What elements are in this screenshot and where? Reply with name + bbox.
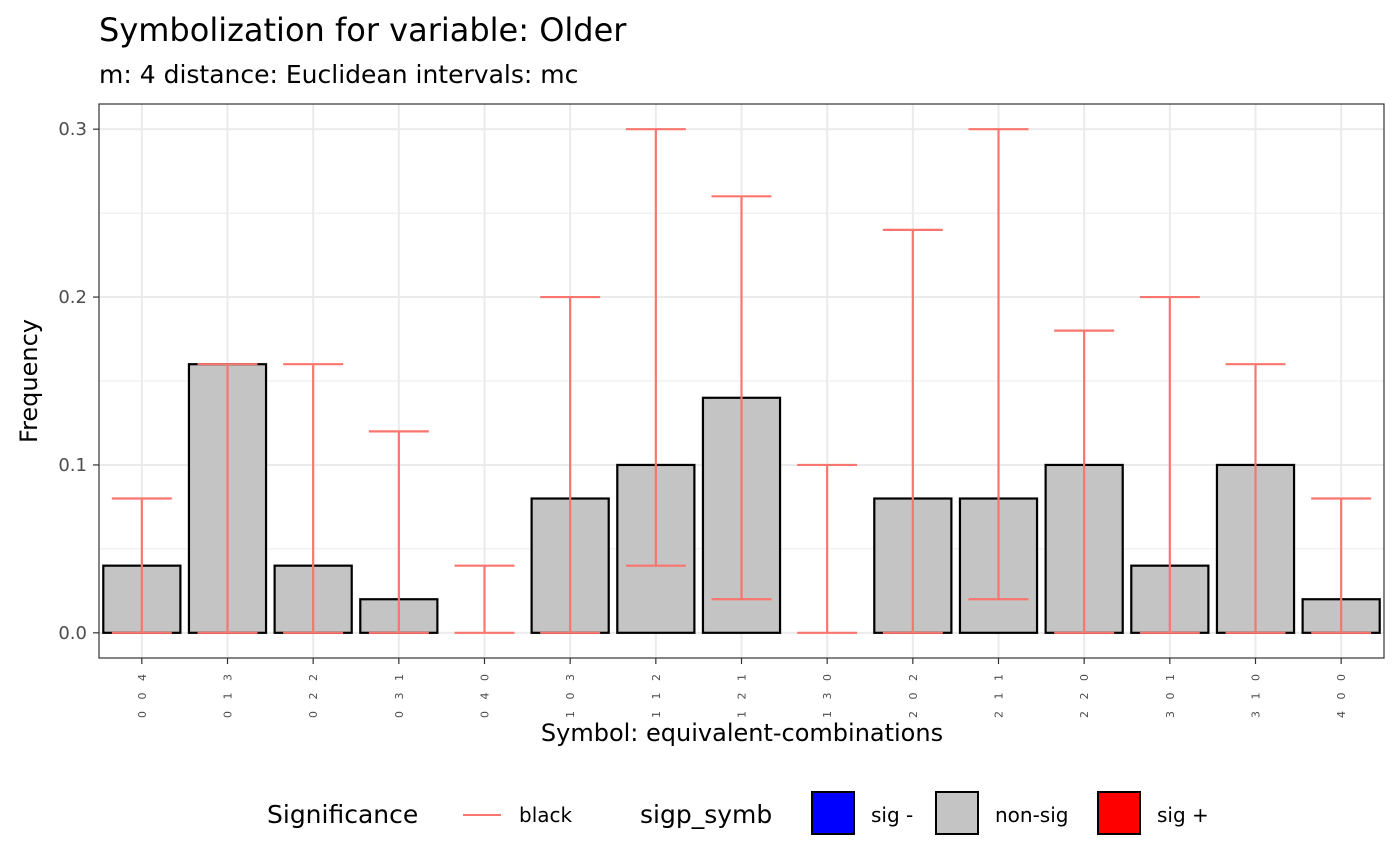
error-bar — [968, 128, 1029, 601]
legend-label-sig-minus: sig - — [871, 803, 913, 827]
legend-label-non-sig: non-sig — [995, 803, 1068, 827]
x-tick-label: 1 1 2 — [650, 670, 663, 718]
x-tick-label: 2 0 2 — [907, 670, 920, 718]
error-bar — [1054, 329, 1115, 634]
x-tick-label: 3 1 0 — [1250, 670, 1263, 718]
x-axis: 0 0 4 0 1 3 0 2 2 0 3 1 0 4 0 1 0 3 1 1 2 1 2 1… — [136, 658, 1348, 718]
error-bar — [283, 363, 344, 634]
error-bar — [1311, 497, 1372, 634]
legend-key-sig-minus — [811, 791, 855, 835]
legend-label-black: black — [519, 803, 573, 827]
x-tick-label: 0 2 2 — [307, 670, 320, 718]
legend: Significance black sigp_symb sig - non-s… — [267, 791, 1209, 835]
legend-key-sig-plus — [1097, 791, 1141, 835]
y-tick-label: 0.3 — [58, 119, 87, 140]
x-tick-label: 3 0 1 — [1164, 670, 1177, 718]
x-tick-label: 0 3 1 — [393, 670, 406, 718]
error-bar — [368, 430, 429, 634]
error-bar — [625, 128, 686, 567]
x-tick-label: 1 2 1 — [736, 670, 749, 718]
error-bar — [197, 363, 258, 634]
chart-subtitle: m: 4 distance: Euclidean intervals: mc — [99, 60, 578, 89]
error-bar — [540, 295, 601, 634]
chart-title: Symbolization for variable: Older — [99, 11, 627, 49]
x-tick-label: 1 0 3 — [564, 670, 577, 718]
x-axis-title: Symbol: equivalent-combinations — [541, 719, 943, 747]
error-bar — [1139, 295, 1200, 634]
error-bar — [1225, 363, 1286, 634]
y-axis-title: Frequency — [15, 319, 43, 443]
x-tick-label: 1 3 0 — [821, 670, 834, 718]
error-bar — [111, 497, 172, 634]
error-bar — [882, 228, 943, 634]
legend-key-non-sig — [935, 791, 979, 835]
legend-title-significance: Significance — [267, 800, 418, 829]
x-tick-label: 0 4 0 — [479, 670, 492, 718]
x-tick-label: 0 1 3 — [222, 670, 235, 718]
error-bars — [111, 128, 1372, 634]
y-tick-label: 0.2 — [58, 287, 87, 308]
error-bar — [711, 195, 772, 601]
x-tick-label: 0 0 4 — [136, 670, 149, 718]
legend-title-sigp-symb: sigp_symb — [640, 800, 772, 829]
error-bar — [797, 463, 858, 634]
y-axis: 0.0 0.1 0.2 0.3 — [58, 119, 99, 644]
x-tick-label: 2 2 0 — [1078, 670, 1091, 718]
error-bar — [454, 564, 515, 634]
y-tick-label: 0.0 — [58, 623, 87, 644]
y-tick-label: 0.1 — [58, 455, 87, 476]
x-tick-label: 2 1 1 — [993, 670, 1006, 718]
x-tick-label: 4 0 0 — [1335, 670, 1348, 718]
legend-label-sig-plus: sig + — [1157, 803, 1209, 827]
